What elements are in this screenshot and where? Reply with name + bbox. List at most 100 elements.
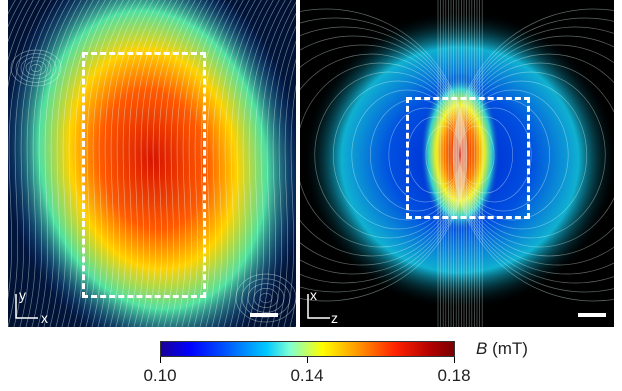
streamline bbox=[49, 0, 94, 327]
streamline bbox=[271, 40, 296, 327]
streamline-loop bbox=[456, 89, 569, 221]
streamline bbox=[247, 0, 292, 327]
colorbar-tick bbox=[454, 357, 455, 363]
streamline-loop bbox=[351, 89, 464, 221]
streamline-loop bbox=[455, 62, 614, 248]
streamline bbox=[283, 84, 296, 327]
streamline-loop bbox=[458, 125, 495, 185]
streamline bbox=[109, 0, 154, 327]
streamline-loop bbox=[456, 80, 588, 230]
streamline bbox=[43, 0, 88, 327]
streamline bbox=[97, 0, 142, 327]
streamline bbox=[217, 0, 262, 327]
streamline-loop bbox=[300, 53, 465, 257]
streamline bbox=[8, 0, 28, 43]
streamline-vortex bbox=[25, 60, 47, 76]
colorbar-tick-label: 0.18 bbox=[437, 366, 471, 385]
streamline-loop bbox=[455, 71, 606, 239]
streamline bbox=[55, 0, 100, 327]
streamline bbox=[229, 0, 274, 327]
region-outline-box bbox=[82, 52, 206, 298]
streamline bbox=[181, 0, 226, 327]
streamline-loop bbox=[458, 116, 513, 194]
streamline bbox=[145, 0, 190, 327]
streamline-loop bbox=[300, 17, 467, 293]
field-map-xy-panel: y x bbox=[8, 0, 296, 327]
scale-bar bbox=[578, 313, 606, 317]
scale-bar bbox=[250, 313, 278, 317]
streamline bbox=[139, 0, 184, 327]
streamline bbox=[8, 0, 34, 62]
streamline bbox=[193, 0, 238, 327]
streamline-vortex bbox=[247, 283, 285, 313]
streamline-loop bbox=[332, 80, 464, 230]
streamline bbox=[25, 0, 70, 327]
streamline-loop bbox=[453, 26, 614, 284]
streamline-loop bbox=[300, 26, 467, 284]
streamline bbox=[199, 0, 244, 327]
streamline bbox=[8, 0, 40, 88]
streamline-loop bbox=[454, 35, 614, 275]
streamline bbox=[115, 0, 160, 327]
streamline bbox=[91, 0, 136, 327]
streamline-vortex bbox=[241, 278, 291, 318]
streamline-loop bbox=[455, 53, 614, 257]
axis-indicator-icon bbox=[15, 294, 38, 319]
streamline bbox=[235, 0, 280, 327]
field-symbol: B bbox=[476, 339, 488, 358]
streamline bbox=[103, 0, 148, 327]
streamline bbox=[73, 0, 118, 327]
streamline-loop bbox=[300, 62, 465, 248]
streamline bbox=[61, 0, 106, 327]
streamline bbox=[259, 12, 296, 327]
streamline bbox=[241, 0, 286, 327]
streamline-loop bbox=[453, 17, 614, 293]
streamline bbox=[223, 0, 268, 327]
streamline-loop bbox=[457, 107, 532, 203]
streamline-vortex bbox=[30, 64, 42, 72]
streamline bbox=[31, 0, 76, 327]
streamline bbox=[127, 0, 172, 327]
colorbar-tick-label: 0.14 bbox=[290, 366, 324, 385]
axis-label-horizontal: x bbox=[41, 310, 48, 326]
streamline bbox=[187, 0, 232, 327]
field-unit: (mT) bbox=[492, 339, 528, 358]
streamline bbox=[121, 0, 166, 327]
streamline-vortex bbox=[253, 288, 279, 308]
colorbar-tick-label: 0.10 bbox=[143, 366, 177, 385]
streamline-loop bbox=[300, 44, 466, 266]
region-outline-box bbox=[406, 97, 530, 219]
field-map-xz-panel: x z bbox=[300, 0, 614, 327]
axis-label-horizontal: z bbox=[331, 310, 338, 326]
streamline-loop bbox=[425, 125, 462, 185]
streamline bbox=[19, 0, 64, 327]
streamline-loop bbox=[300, 35, 466, 275]
streamline bbox=[163, 0, 208, 327]
streamline-vortex bbox=[235, 273, 296, 323]
streamline-loop bbox=[452, 8, 614, 302]
streamline bbox=[79, 0, 124, 327]
streamline-loop bbox=[300, 8, 468, 302]
streamline bbox=[13, 0, 58, 327]
streamline-loop bbox=[454, 44, 614, 266]
streamline bbox=[8, 0, 52, 327]
colorbar-tick bbox=[160, 357, 161, 363]
colorbar-gradient bbox=[160, 341, 455, 357]
axis-label-vertical: x bbox=[310, 287, 317, 303]
streamline-field-xz bbox=[300, 0, 614, 327]
streamline bbox=[205, 0, 250, 327]
streamline bbox=[265, 25, 296, 327]
streamline bbox=[211, 0, 256, 327]
streamline-vortex bbox=[15, 53, 57, 83]
streamline bbox=[253, 1, 296, 327]
colorbar-tick bbox=[307, 357, 308, 363]
streamline bbox=[151, 0, 196, 327]
streamline bbox=[277, 58, 296, 327]
axis-label-vertical: y bbox=[19, 287, 26, 303]
colorbar-title: B (mT) bbox=[476, 339, 528, 359]
streamline bbox=[169, 0, 214, 327]
streamline bbox=[8, 0, 46, 300]
streamline bbox=[157, 0, 202, 327]
streamline bbox=[133, 0, 178, 327]
streamline bbox=[175, 0, 220, 327]
